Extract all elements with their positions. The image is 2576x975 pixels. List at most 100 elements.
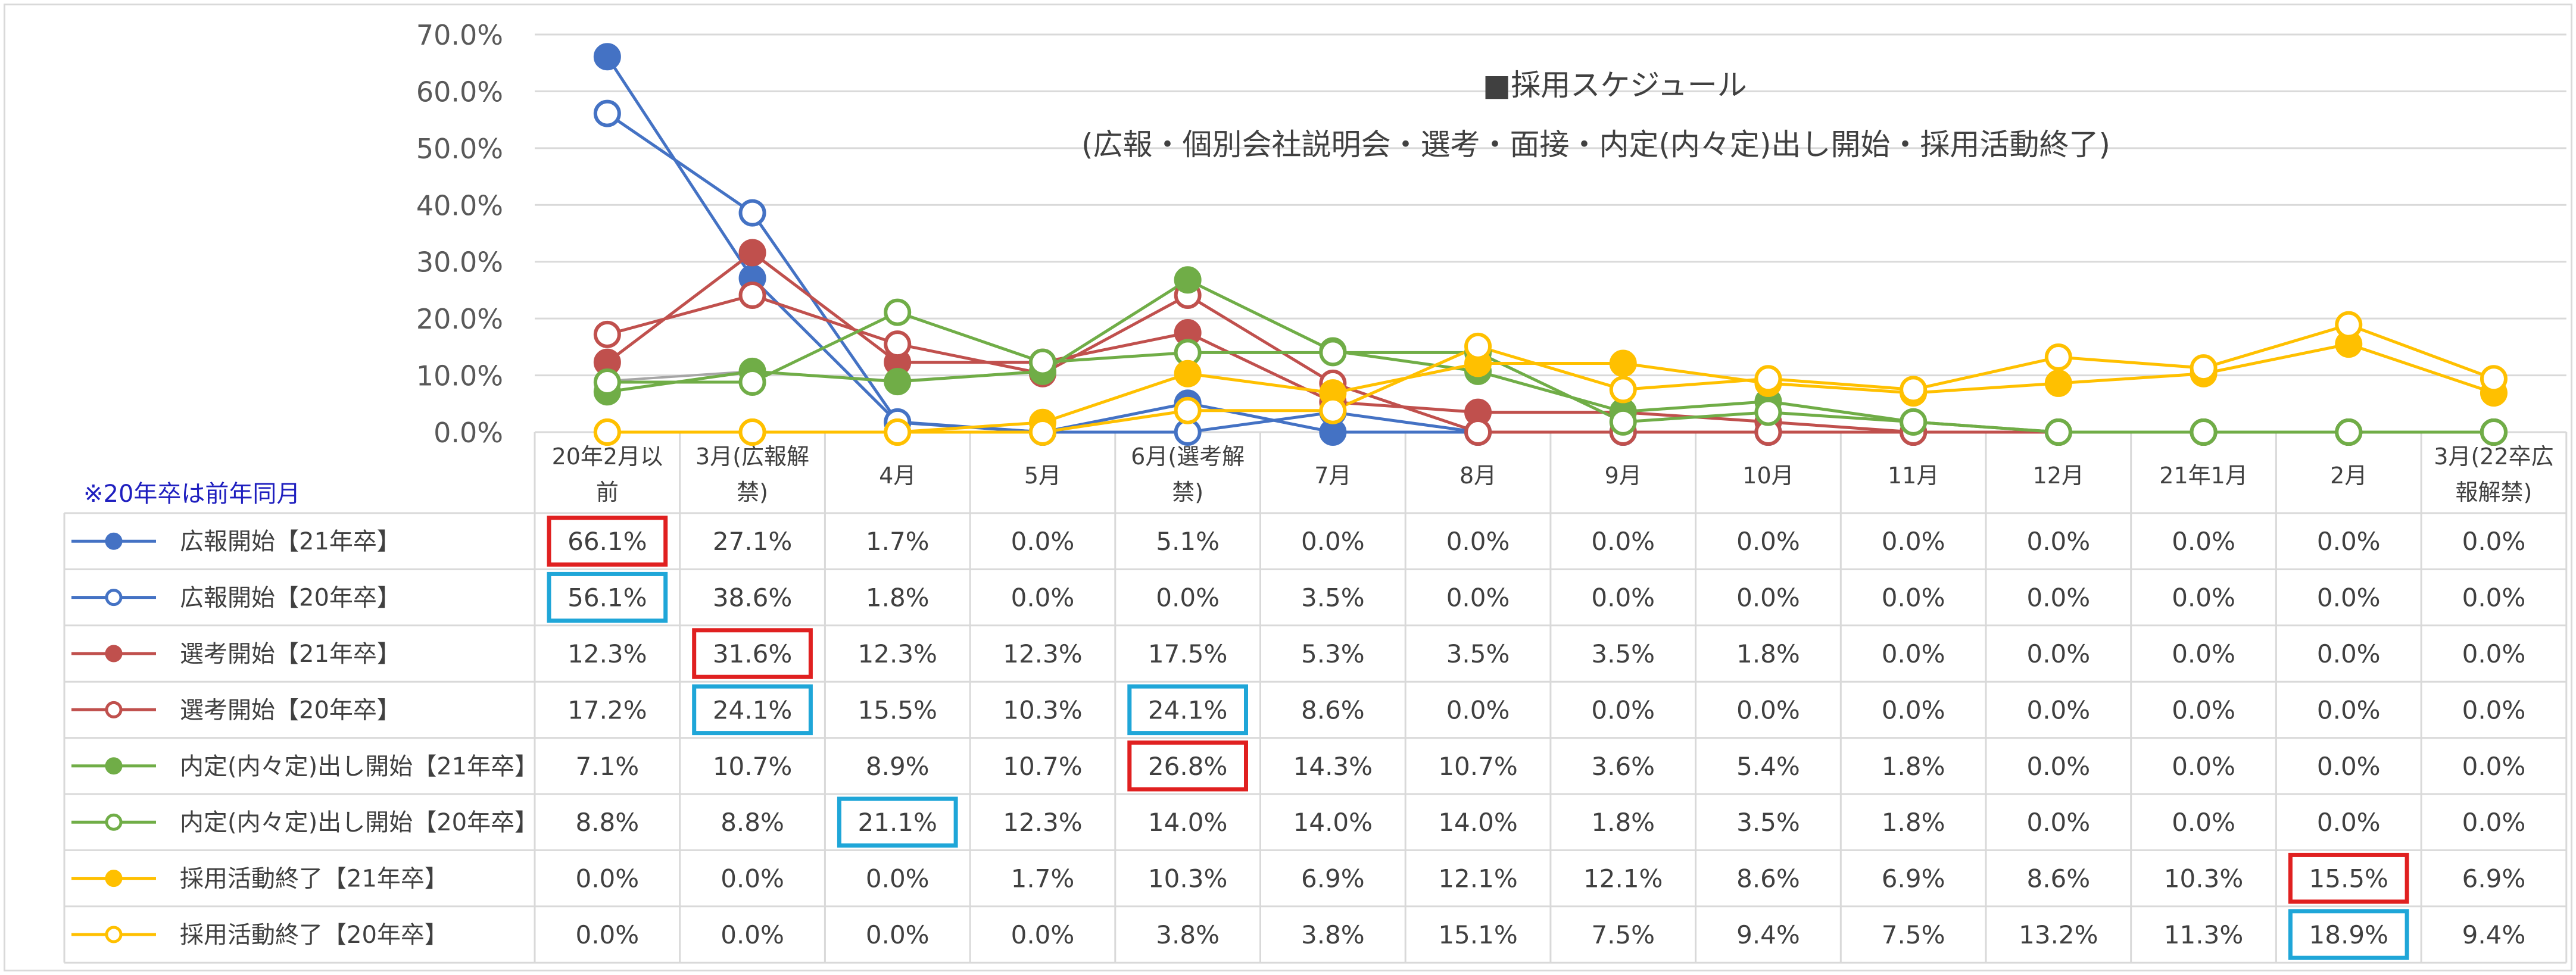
highlight-box — [2288, 852, 2409, 904]
data-point — [1174, 360, 1202, 388]
table-note: ※20年卒は前年同月 — [83, 480, 300, 508]
table-cell-value: 0.0% — [1882, 527, 1945, 556]
table-cell-value: 0.0% — [1591, 695, 1655, 724]
legend-marker — [105, 645, 123, 662]
table-cell-value: 0.0% — [1011, 583, 1075, 612]
category-label: 21年1月 — [2159, 462, 2248, 489]
data-point — [1174, 266, 1202, 294]
table-cell-value: 0.0% — [2317, 583, 2381, 612]
table-cell-value: 0.0% — [721, 864, 784, 893]
table-cell-value: 0.0% — [2317, 752, 2381, 781]
data-point — [1028, 418, 1056, 446]
table-cell-value: 8.9% — [866, 752, 930, 781]
table-cell-value: 0.0% — [721, 920, 784, 949]
table-cell-value: 3.5% — [1446, 639, 1510, 668]
table-cell-value: 12.3% — [858, 639, 937, 668]
table-cell-value: 14.3% — [1293, 752, 1373, 781]
table-cell-value: 0.0% — [1446, 695, 1510, 724]
table-cell-value: 0.0% — [2172, 808, 2235, 837]
legend-marker — [105, 870, 123, 888]
legend-marker — [105, 532, 123, 550]
chart-title: ■採用スケジュール — [1483, 68, 1747, 102]
table-cell-value: 0.0% — [866, 920, 930, 949]
data-point — [738, 282, 766, 310]
table-cell-value: 12.1% — [1438, 864, 1517, 893]
table-cell-value: 8.8% — [575, 808, 639, 837]
category-label: 12月 — [2033, 462, 2084, 489]
table-cell-value: 27.1% — [713, 527, 792, 556]
table-cell-value: 17.5% — [1148, 639, 1227, 668]
table-cell-value: 3.5% — [1591, 639, 1655, 668]
highlight-box — [547, 571, 668, 623]
table-cell-value: 1.8% — [1882, 808, 1945, 837]
y-tick-label: 30.0% — [416, 246, 503, 279]
highlight-box — [692, 684, 813, 736]
table-cell-value: 0.0% — [575, 864, 639, 893]
category-label: 7月 — [1314, 462, 1351, 489]
table-cell-value: 10.3% — [1003, 695, 1082, 724]
table-cell-value: 0.0% — [1882, 639, 1945, 668]
table-cell-value: 14.0% — [1293, 808, 1373, 837]
table-cell-value: 7.5% — [1882, 920, 1945, 949]
y-tick-label: 50.0% — [416, 133, 503, 165]
table-cell-value: 3.5% — [1736, 808, 1800, 837]
table-cell-value: 0.0% — [2026, 583, 2090, 612]
table-cell-value: 1.8% — [1882, 752, 1945, 781]
category-label: 8月 — [1459, 462, 1496, 489]
table-cell-value: 0.0% — [2317, 808, 2381, 837]
table-cell-value: 8.6% — [1301, 695, 1365, 724]
table-cell-value: 56.1% — [567, 583, 647, 612]
table-cell-value: 10.3% — [2164, 864, 2243, 893]
table-cell-value: 0.0% — [866, 864, 930, 893]
data-point — [2480, 418, 2508, 446]
table-cell-value: 0.0% — [1301, 527, 1365, 556]
table-cell-value: 0.0% — [1446, 583, 1510, 612]
data-point — [1754, 398, 1782, 426]
table-cell-value: 0.0% — [1011, 920, 1075, 949]
table-cell-value: 1.8% — [866, 583, 930, 612]
table-cell-value: 12.3% — [567, 639, 647, 668]
table-cell-value: 0.0% — [1736, 527, 1800, 556]
highlight-box — [692, 628, 813, 679]
table-cell-value: 9.4% — [2462, 920, 2526, 949]
data-point — [593, 368, 621, 396]
category-label: 前 — [596, 479, 619, 505]
data-point — [1464, 332, 1492, 360]
table-cell-value: 0.0% — [2172, 583, 2235, 612]
legend-label: 内定(内々定)出し開始【20年卒】 — [180, 809, 538, 836]
data-point — [593, 418, 621, 446]
table-cell-value: 0.0% — [2026, 639, 2090, 668]
table-cell-value: 7.1% — [575, 752, 639, 781]
data-point — [1609, 376, 1637, 404]
table-cell-value: 0.0% — [2462, 695, 2526, 724]
legend-marker — [105, 757, 123, 775]
table-cell-value: 15.5% — [858, 695, 937, 724]
gridlines: 70.0% 60.0% 50.0% 40.0% 30.0% 20.0% 10.0% 0.0% — [416, 19, 2566, 449]
y-tick-label: 20.0% — [416, 303, 503, 335]
chart-subtitle: (広報・個別会社説明会・選考・面接・内定(内々定)出し開始・採用活動終了) — [1081, 127, 2110, 162]
table-cell-value: 3.5% — [1301, 583, 1365, 612]
category-label: 20年2月以 — [552, 443, 663, 470]
highlight-box — [1127, 740, 1249, 792]
table-cell-value: 0.0% — [2462, 527, 2526, 556]
table-cell-value: 0.0% — [2317, 527, 2381, 556]
series-line — [607, 323, 2494, 434]
table-cell-value: 3.8% — [1301, 920, 1365, 949]
table-cell-value: 7.5% — [1591, 920, 1655, 949]
data-point — [884, 298, 912, 326]
table-cell-value: 18.9% — [2309, 920, 2388, 949]
data-point — [738, 239, 766, 267]
table-cell-value: 8.6% — [1736, 864, 1800, 893]
data-point — [2335, 311, 2363, 339]
table-cell-value: 0.0% — [2026, 695, 2090, 724]
table-cell-value: 6.9% — [1301, 864, 1365, 893]
legend-label: 広報開始【20年卒】 — [180, 585, 401, 612]
table-cell-value: 0.0% — [1156, 583, 1220, 612]
highlight-box — [1127, 684, 1249, 736]
table-cell-value: 5.3% — [1301, 639, 1365, 668]
table-cell-value: 0.0% — [2172, 527, 2235, 556]
table-cell-value: 0.0% — [2317, 695, 2381, 724]
category-label: 禁) — [737, 479, 768, 505]
data-point — [593, 320, 621, 348]
